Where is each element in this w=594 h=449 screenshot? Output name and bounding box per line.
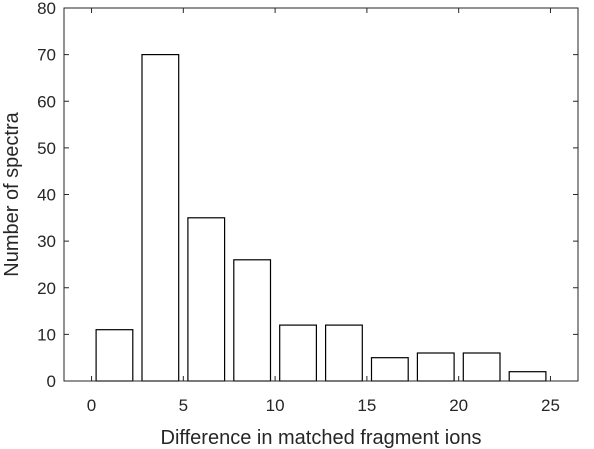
y-tick-label: 20 (37, 279, 56, 298)
x-tick-label: 25 (541, 396, 560, 415)
x-tick-label: 0 (87, 396, 96, 415)
y-tick-label: 50 (37, 139, 56, 158)
y-tick-label: 60 (37, 92, 56, 111)
x-tick-label: 20 (449, 396, 468, 415)
x-tick-label: 15 (357, 396, 376, 415)
bar-4 (279, 324, 318, 382)
y-tick-label: 70 (37, 46, 56, 65)
y-axis-title: Number of spectra (1, 111, 23, 276)
bars-group (95, 53, 547, 382)
x-tick-label: 5 (179, 396, 188, 415)
bar-0 (95, 329, 134, 382)
bar-7 (416, 352, 455, 382)
y-tick-label: 80 (37, 0, 56, 18)
x-tick-label: 10 (266, 396, 285, 415)
y-tick-label: 40 (37, 186, 56, 205)
bar-1 (141, 53, 180, 382)
x-axis-title: Difference in matched fragment ions (161, 427, 482, 449)
bar-5 (325, 324, 363, 382)
bar-9 (508, 371, 547, 382)
bar-8 (462, 352, 501, 382)
ticks-group: 0 5 10 15 20 25 0 10 20 30 40 50 60 70 80 (37, 0, 578, 415)
bar-6 (370, 357, 409, 382)
plot-area-frame (63, 7, 579, 382)
bar-2 (187, 217, 226, 382)
y-tick-label: 30 (37, 232, 56, 251)
y-tick-label: 0 (47, 372, 56, 391)
bar-3 (233, 259, 272, 382)
y-tick-label: 10 (37, 325, 56, 344)
